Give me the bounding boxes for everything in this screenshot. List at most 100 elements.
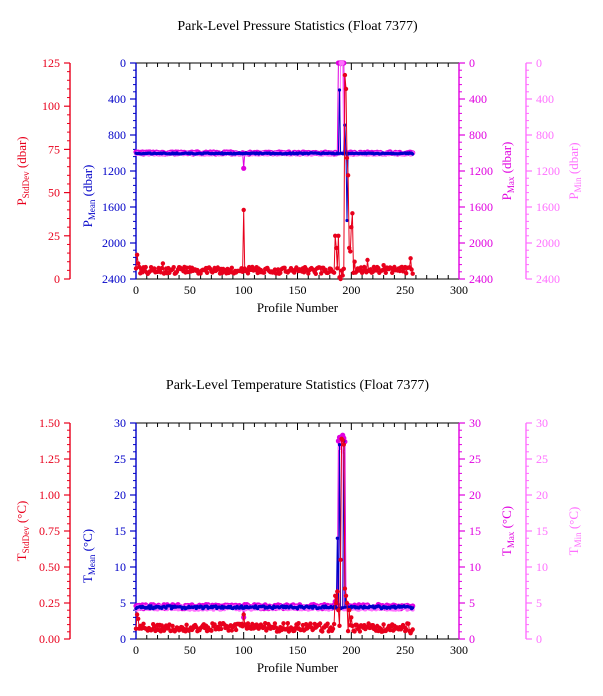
data-point [241,207,246,213]
data-point [408,256,413,261]
data-point [261,270,267,275]
y-tick-label: 1200 [536,164,560,178]
y-tick-label: 15 [114,524,126,538]
data-point [319,271,324,276]
x-tick-label: 50 [184,283,196,297]
data-point [338,557,343,562]
data-point [229,628,234,633]
data-point [239,266,244,271]
data-point [326,270,331,275]
y-tick-label: 30 [536,416,548,430]
x-tick-label: 50 [184,643,196,657]
data-point [272,621,278,626]
data-point [345,628,351,634]
x-tick-label: 100 [235,643,253,657]
x-tick-label: 200 [342,283,360,297]
data-point [308,621,313,626]
data-point [218,626,224,632]
chart-panel-2: Park-Level Temperature Statistics (Float… [14,378,583,675]
y-axis-label-unit: (°C) [566,507,581,533]
y-axis-label-unit: (dbar) [80,165,95,200]
y-tick-label: 10 [114,560,126,574]
data-point [313,271,318,276]
data-point [171,265,176,270]
data-point [141,621,146,626]
y-axis-label-sub: Mean [87,554,97,575]
y-axis-label-main: T [80,575,95,583]
data-point [411,606,415,610]
data-point [352,259,357,264]
data-point [365,257,370,263]
x-tick-label: 100 [235,283,253,297]
x-tick-label: 200 [342,643,360,657]
data-point [406,621,411,626]
y-axis-label-sub: Mean [87,199,97,220]
y-axis-min: 0 400 800 1200 1600 2000 2400 PMin (dbar) [525,56,583,286]
series-mean [134,439,415,611]
data-point [278,270,283,276]
data-point [381,263,386,268]
data-point [241,165,247,171]
y-tick-label: 2400 [102,272,126,286]
data-point [184,265,189,270]
y-axis-label-main: P [566,192,581,199]
series-sd [133,72,415,282]
data-point [362,264,367,270]
series-line [135,75,414,281]
data-point [285,621,290,626]
y-tick-label: 2400 [536,272,560,286]
data-point [336,233,341,238]
data-point [325,621,330,626]
data-point [350,211,355,216]
y-tick-label: 400 [536,92,554,106]
y-tick-label: 75 [48,142,60,156]
x-tick-label: 150 [289,643,307,657]
data-point [337,443,342,447]
data-point [330,626,336,631]
data-point [143,264,148,270]
data-point [245,271,251,276]
y-axis-label-unit: (dbar) [499,142,514,177]
y-axis-label-main: P [499,193,514,200]
y-tick-label: 2000 [469,236,493,250]
y-axis-sd: 0 25 50 75 100 125 PStdDev (dbar) [14,56,71,286]
y-axis-label-unit: (°C) [80,529,95,555]
y-tick-label: 5 [469,596,475,610]
y-tick-label: 30 [469,416,481,430]
data-point [366,621,371,626]
y-axis-label-main: T [14,553,29,561]
y-tick-label: 2000 [536,236,560,250]
data-point [342,72,348,78]
y-tick-label: 10 [536,560,548,574]
data-point [340,61,345,65]
series-min [134,441,415,612]
x-tick-label: 250 [396,643,414,657]
data-point [344,600,350,606]
y-axis-label-unit: (dbar) [566,142,581,177]
series-max [133,432,416,621]
series-line [135,62,413,156]
series-line [135,441,414,612]
y-tick-label: 1600 [102,200,126,214]
y-tick-label: 10 [469,560,481,574]
data-point [336,608,341,613]
y-tick-label: 100 [42,99,60,113]
x-axis-label: Profile Number [257,300,339,315]
data-point [345,173,351,178]
data-point [245,621,251,626]
y-axis-label: TMean (°C) [80,529,97,583]
y-axis-label-sub: StdDev [21,526,31,554]
data-point [272,267,278,272]
y-axis-label-main: P [14,198,29,205]
y-axis-mean: 0 5 10 15 20 25 30 TMean (°C) [80,416,137,646]
y-axis-label: PMean (dbar) [80,165,97,228]
data-point [333,593,338,598]
data-point [229,265,234,270]
data-point [334,245,339,251]
y-tick-label: 0 [469,632,475,646]
data-point [410,627,415,632]
data-point [134,252,140,257]
data-point [147,604,151,608]
series-line [135,434,413,618]
y-axis-mean: 0 400 800 1200 1600 2000 2400 PMean (dbar) [80,56,137,286]
